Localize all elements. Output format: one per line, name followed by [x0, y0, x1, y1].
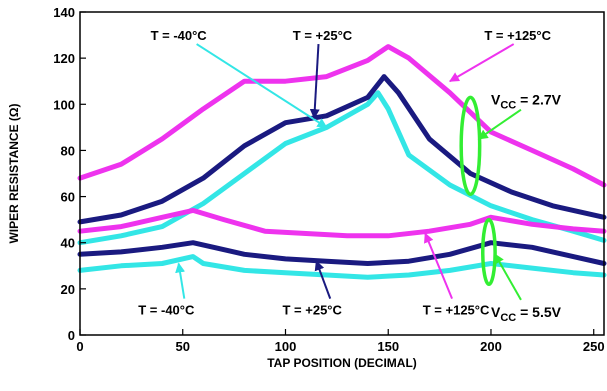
- annotation-arrow: [314, 260, 332, 299]
- y-tick-label: 20: [61, 282, 75, 297]
- temperature-label: T = +25°C: [293, 28, 353, 43]
- series-line: [77, 74, 607, 225]
- y-axis-label: WIPER RESISTANCE (Ω): [7, 103, 21, 243]
- annotations: T = -40°C T = +25°C T = +125°C T = -40°C T =…: [138, 28, 561, 324]
- annotation-arrow: [424, 232, 453, 300]
- x-tick-label: 0: [76, 339, 83, 354]
- x-tick-label: 50: [176, 339, 190, 354]
- y-tick-label: 140: [53, 5, 75, 20]
- vcc-highlight-ellipse: [459, 95, 482, 197]
- vcc-highlight-ellipse: [481, 217, 497, 286]
- series-line: [77, 207, 607, 239]
- y-tick-label: 0: [68, 328, 75, 343]
- series-curves: [77, 44, 607, 280]
- y-tick-label: 100: [53, 97, 75, 112]
- vcc-label: VCC = 2.7V: [491, 92, 562, 112]
- y-tick-label: 120: [53, 51, 75, 66]
- x-tick-label: 200: [480, 339, 502, 354]
- axis-ticks: 0 50 100 150 200 250 0 20 40 60 80 100 120 140: [53, 5, 604, 354]
- y-tick-label: 60: [61, 190, 75, 205]
- vcc-arrow: [494, 253, 522, 301]
- series-line: [77, 44, 607, 188]
- annotation-arrow: [309, 44, 320, 120]
- annotation-arrow: [449, 43, 515, 83]
- annotation-arrow: [196, 43, 328, 129]
- x-axis-label: TAP POSITION (DECIMAL): [267, 356, 417, 370]
- temperature-label: T = -40°C: [138, 303, 195, 318]
- temperature-label: T = +125°C: [423, 303, 490, 318]
- temperature-label: T = -40°C: [151, 28, 208, 43]
- vcc-label: VCC = 5.5V: [491, 304, 562, 324]
- annotation-arrow: [175, 262, 186, 299]
- x-tick-label: 150: [377, 339, 399, 354]
- temperature-label: T = +125°C: [484, 28, 551, 43]
- series-line: [77, 254, 607, 280]
- vcc-arrow: [477, 108, 522, 140]
- temperature-label: T = +25°C: [283, 303, 343, 318]
- y-tick-label: 40: [61, 236, 75, 251]
- y-tick-label: 80: [61, 143, 75, 158]
- x-tick-label: 250: [583, 339, 605, 354]
- series-line: [77, 240, 607, 266]
- x-tick-label: 100: [275, 339, 297, 354]
- plot-frame: [79, 11, 605, 336]
